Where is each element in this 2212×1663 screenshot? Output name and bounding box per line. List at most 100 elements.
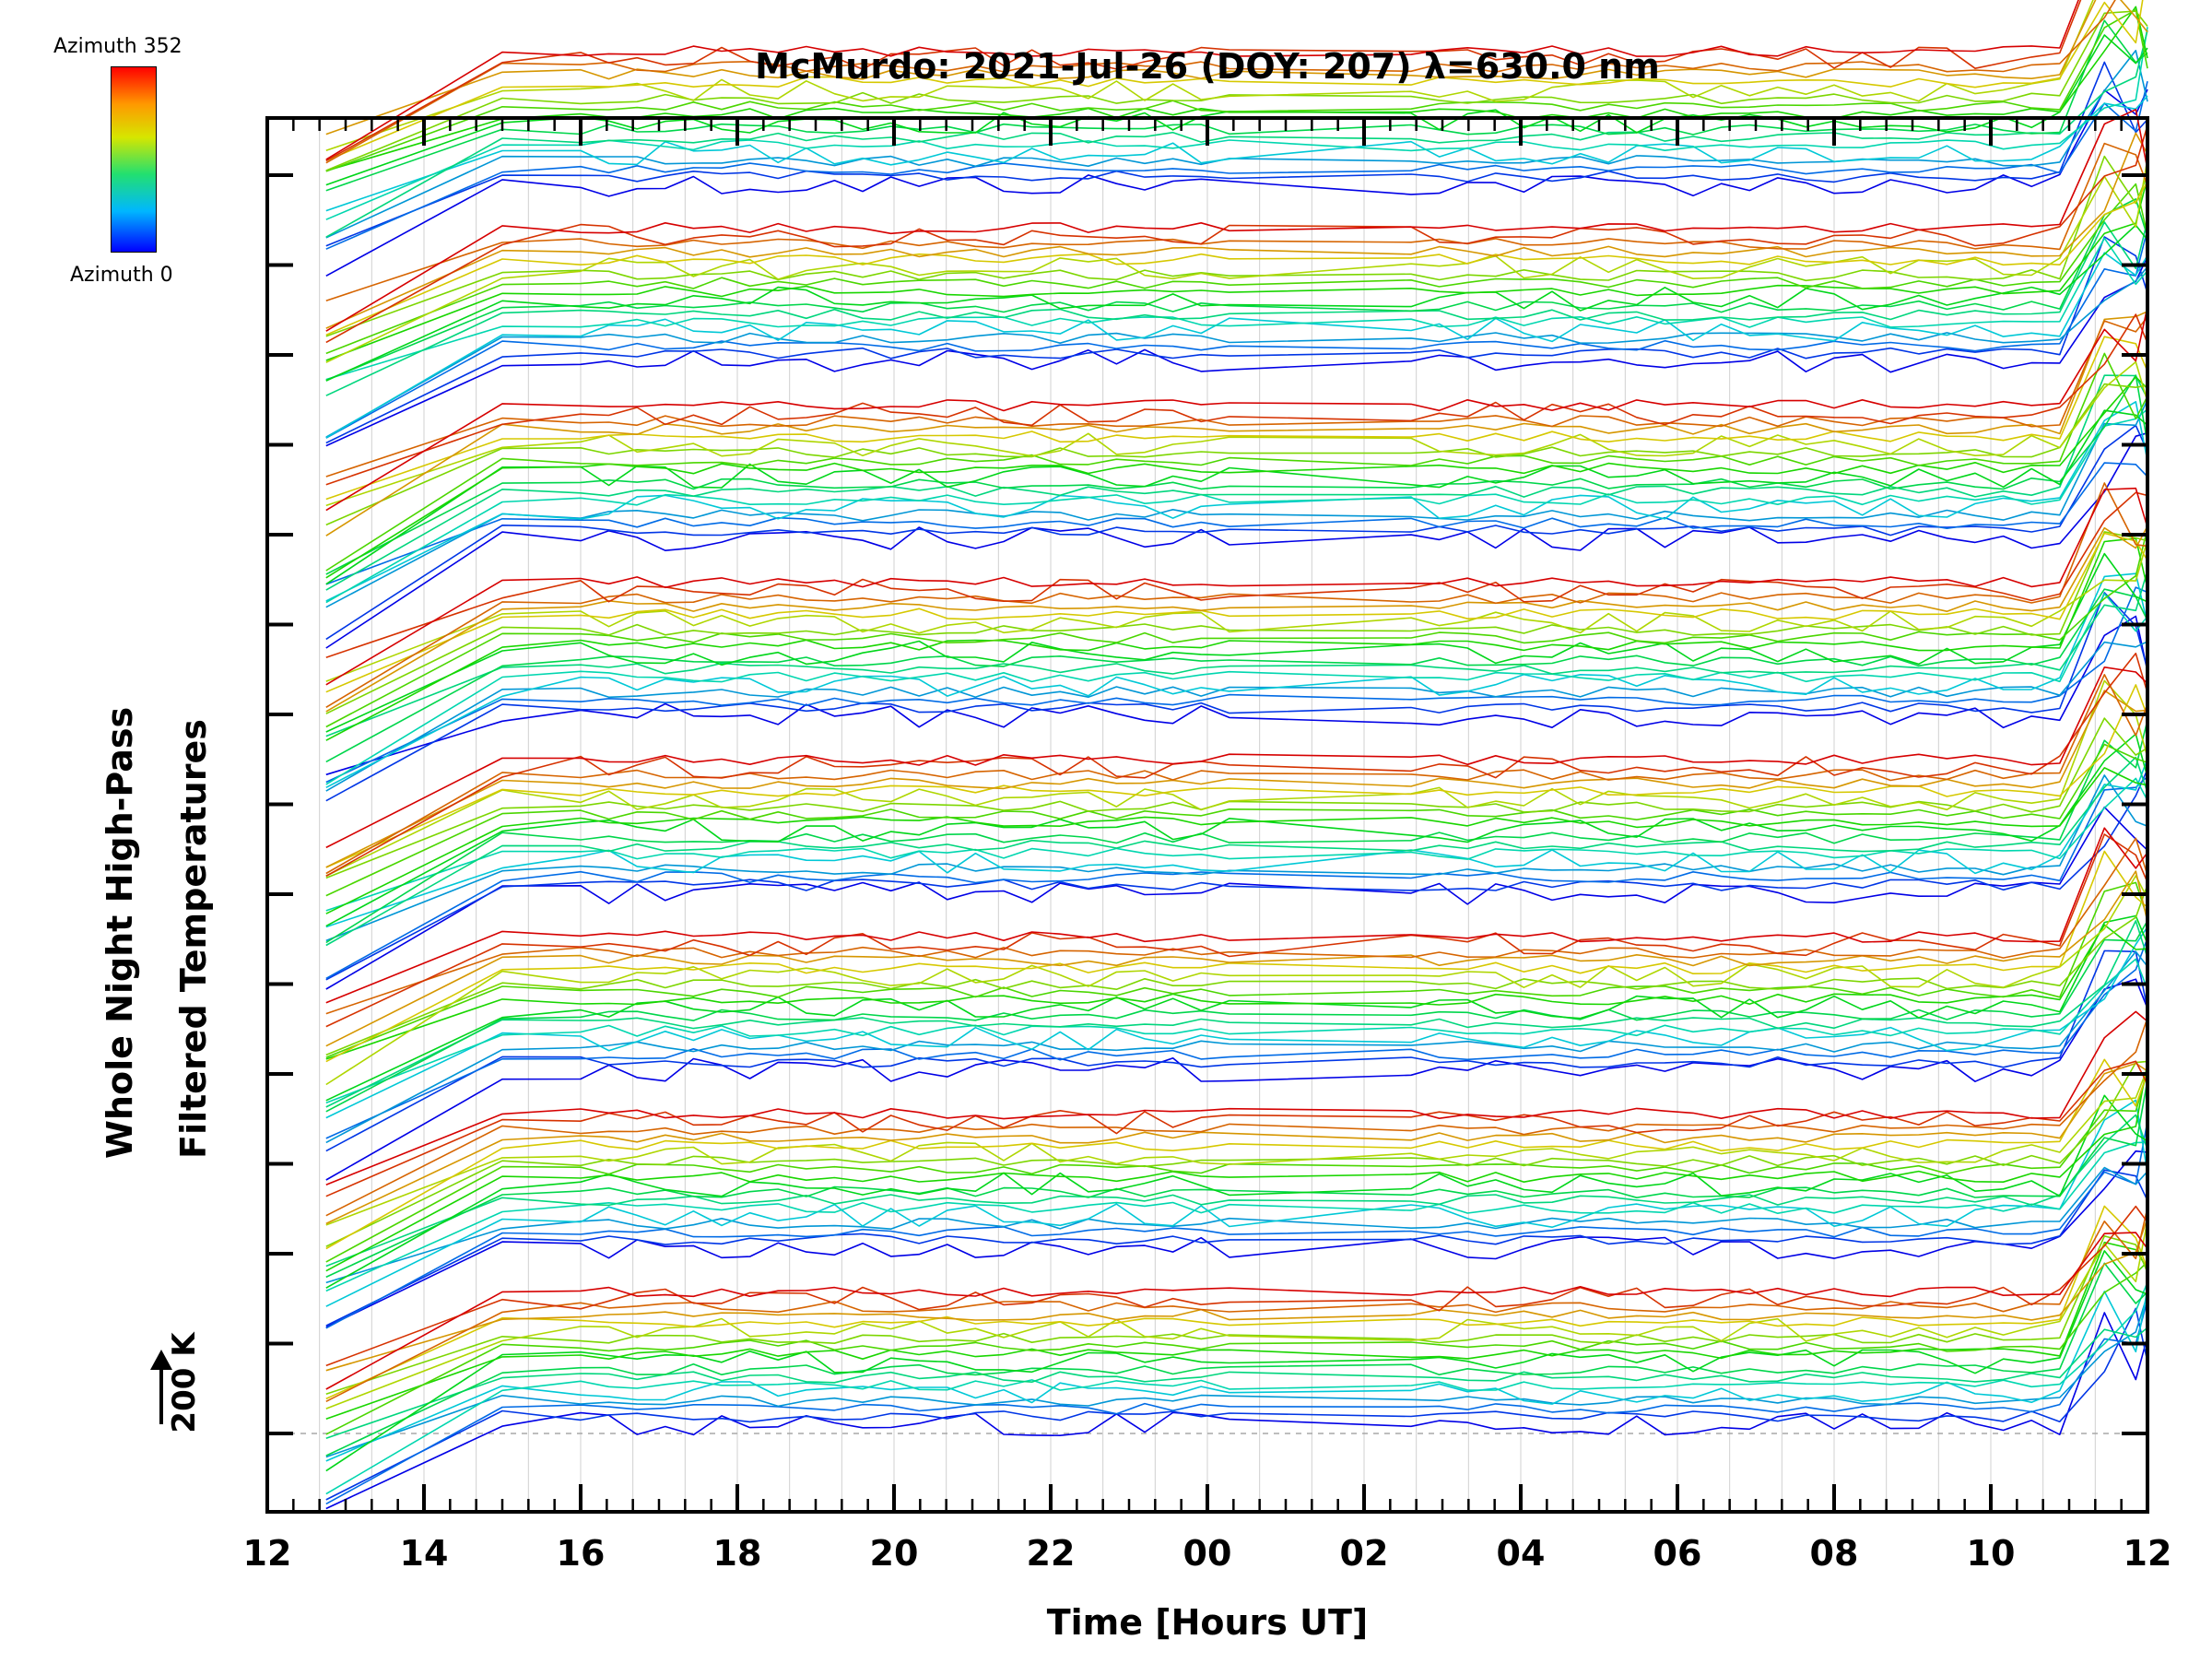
series-line [325,159,2148,363]
colorbar-bottom-label: Azimuth 0 [70,264,173,287]
series-line [325,674,2148,875]
x-tick-label: 10 [1967,1533,2016,1574]
series-line [325,6,2148,172]
series-line [325,875,2148,1086]
x-tick-label: 00 [1183,1533,1232,1574]
series-line [325,142,2148,301]
series-line [325,1141,2148,1292]
series-line [325,408,2148,604]
series-line [325,155,2148,337]
x-tick-label: 18 [713,1533,762,1574]
series-line [325,61,2148,247]
series-line [325,313,2148,486]
series-line [325,0,2148,136]
series-line [325,588,2148,763]
series-line [325,539,2148,682]
series-line [325,109,2148,332]
series-line [325,424,2148,641]
series-line [325,1099,2148,1307]
series-line [325,1060,2148,1197]
series-line [325,132,2148,329]
series-line [325,0,2079,160]
series-line [325,586,2148,784]
series-line [325,949,2148,1152]
series-line [325,1307,2148,1501]
series-line [325,29,2148,238]
series-line [325,1241,2148,1421]
series-line [325,666,2148,849]
series-line [325,0,2082,162]
series-line [325,198,2148,382]
series-line [325,224,2148,382]
series-line [325,0,2144,162]
series-line [325,1017,2148,1217]
series-line [325,1235,2148,1396]
x-tick-label: 02 [1340,1533,1389,1574]
series-line [325,1208,2148,1403]
series-line [325,311,2148,537]
series-line [325,462,2148,585]
series-line [325,236,2148,444]
series-line [325,1121,2148,1329]
series-line [325,775,2148,980]
series-line [325,252,2148,439]
series-line [325,1071,2148,1263]
series-line [325,352,2148,572]
series-line [325,181,2148,336]
series-line [325,1220,2148,1409]
series-line [325,1312,2148,1510]
series-line [325,1058,2148,1250]
series-line [325,743,2148,897]
series-line [325,1218,2148,1372]
series-line [325,690,2148,868]
series-line [325,1261,2148,1435]
series-line [325,592,2148,802]
series-line [325,177,2148,361]
series-line [325,0,2094,152]
series-line [325,409,2148,585]
chart-title: McMurdo: 2021-Jul-26 (DOY: 207) λ=630.0 … [755,46,1660,87]
x-tick-label: 16 [557,1533,606,1574]
series-line [325,1114,2148,1268]
series-line [325,837,2148,1015]
series-line [325,1079,2148,1279]
y-axis-label-line2: Filtered Temperatures [173,719,214,1159]
y-axis-label-line1: Whole Night High-Pass [100,706,140,1159]
series-line [325,1281,2148,1495]
series-line [325,376,2148,579]
series-line [325,1294,2148,1458]
series-line [325,719,2148,944]
series-line [325,10,2148,171]
series-line [325,237,2148,381]
series-line [325,1067,2148,1226]
series-line [325,978,2148,1181]
series-line [325,1299,2148,1505]
series-line [325,1289,2148,1462]
series-line [325,401,2148,602]
series-line [325,1262,2148,1457]
series-line [325,1166,2148,1284]
series-line [325,374,2148,575]
series-line [325,1060,2148,1247]
series-line [325,399,2148,608]
colorbar-top-label: Azimuth 352 [53,35,182,58]
series-line [325,50,2148,239]
series-line [325,1250,2148,1472]
series-line [325,255,2148,447]
series-line [325,531,2148,714]
series-line [325,383,2148,526]
series-line [325,8,2148,172]
x-tick-label: 20 [870,1533,919,1574]
series-line [325,593,2148,785]
series-line [325,774,2148,942]
series-line [325,491,2148,658]
series-line [325,938,2148,1139]
series-line [325,827,2148,1004]
series-line [325,528,2148,728]
series-line [325,183,2148,355]
series-line [325,1010,2148,1185]
series-line [325,1062,2148,1272]
series-line [325,431,2148,649]
